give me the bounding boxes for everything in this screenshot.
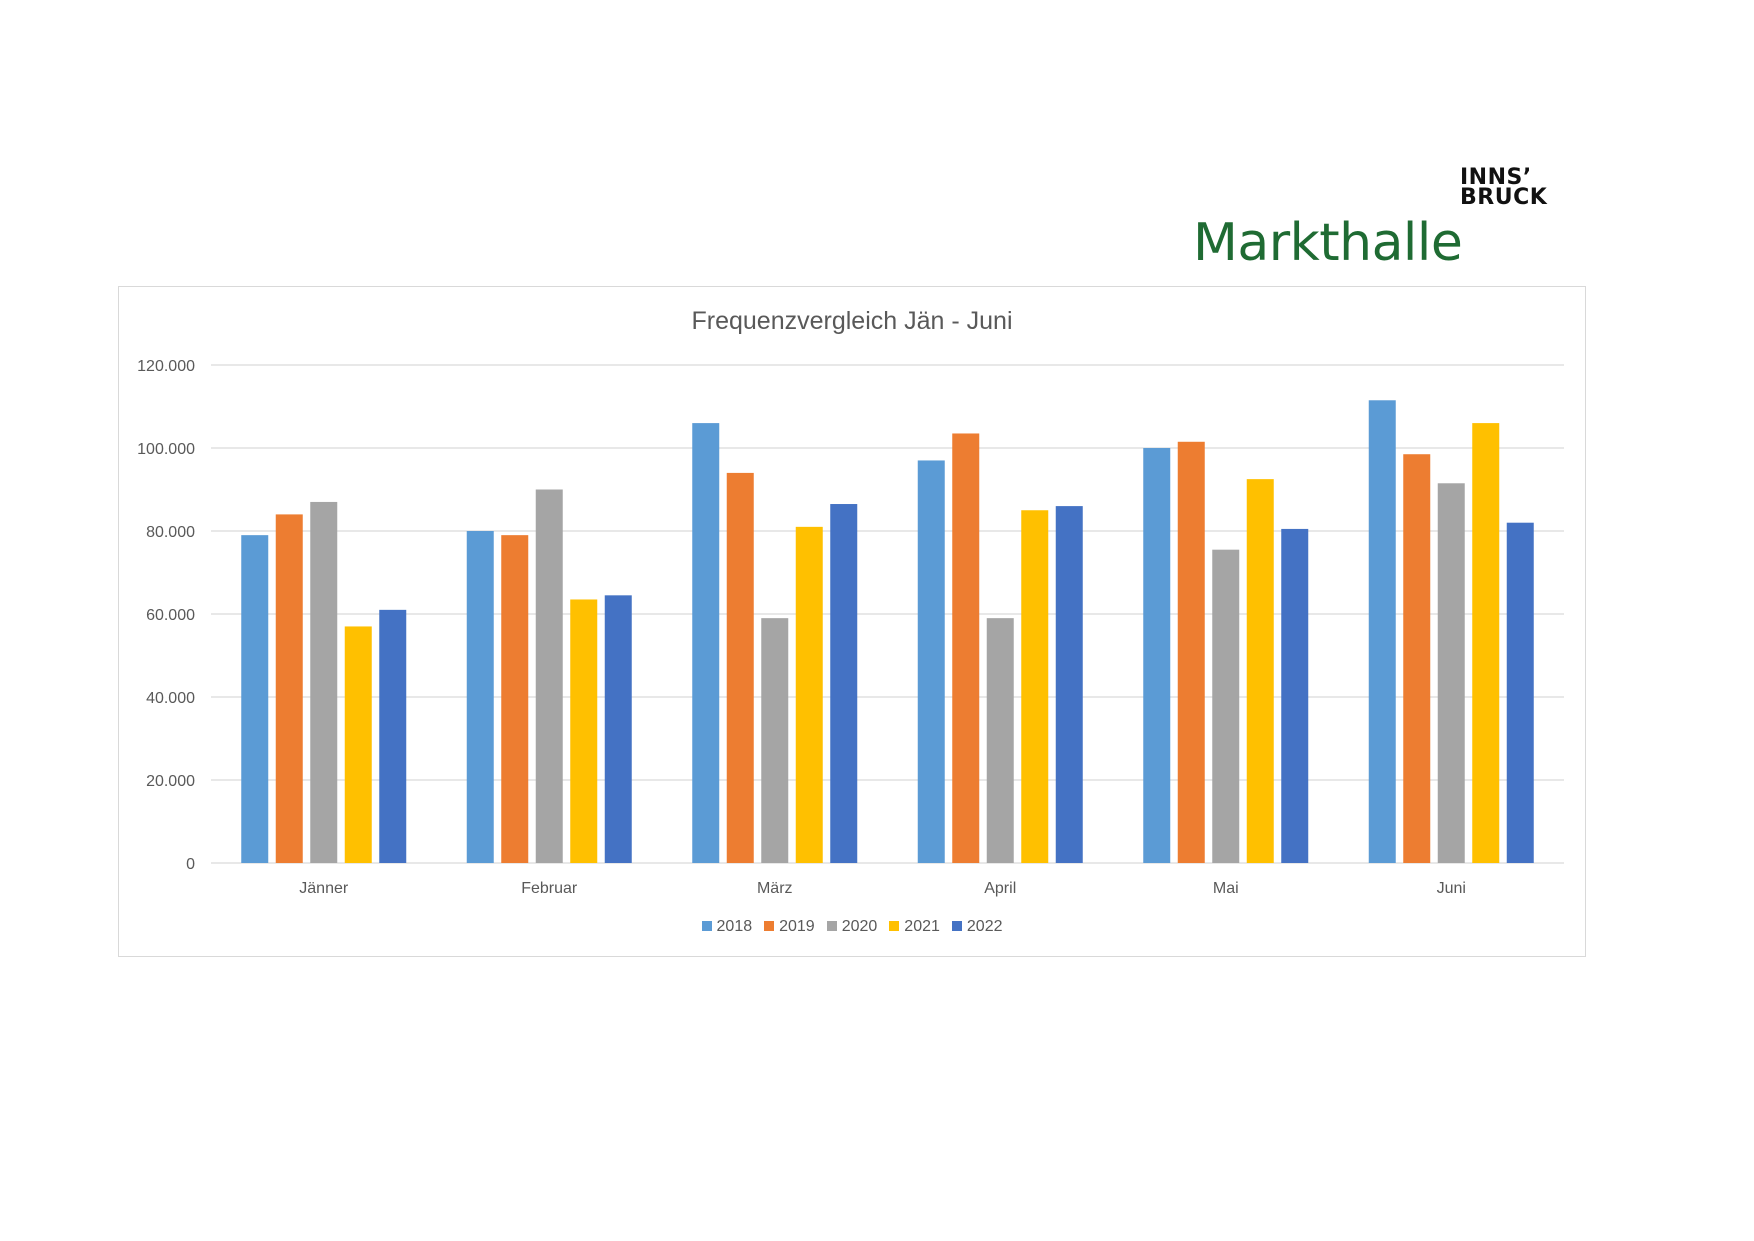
bar-2018-2: [692, 423, 720, 863]
y-tick-label: 120.000: [137, 358, 195, 375]
legend-item-2022: 2022: [951, 918, 1003, 936]
legend-label: 2018: [716, 918, 753, 935]
bar-2018-1: [466, 531, 494, 863]
x-category-label: Mai: [1213, 880, 1239, 897]
legend-swatch: [889, 921, 900, 931]
logo-line-2: BRUCK: [1460, 185, 1548, 210]
bar-2019-0: [275, 514, 303, 863]
bar-2021-1: [570, 599, 598, 863]
bar-2022-4: [1281, 528, 1309, 863]
bar-2018-0: [241, 535, 269, 863]
legend-label: 2021: [904, 918, 940, 935]
logo-line-1: INNS’: [1460, 165, 1532, 190]
bar-2018-3: [917, 460, 945, 863]
bar-2019-5: [1403, 454, 1431, 863]
legend-swatch: [826, 921, 837, 931]
y-tick-label: 20.000: [146, 773, 195, 790]
legend-label: 2022: [966, 918, 1003, 935]
bar-2021-0: [344, 626, 372, 863]
bar-2021-4: [1246, 479, 1274, 863]
innsbruck-logo: INNS’ BRUCK: [1460, 165, 1548, 210]
legend-swatch: [951, 921, 962, 931]
markthalle-logo: Markthalle: [1193, 213, 1463, 273]
bar-2020-3: [986, 618, 1014, 863]
bar-2019-1: [501, 535, 529, 863]
x-category-label: Juni: [1437, 880, 1466, 897]
x-category-label: April: [984, 880, 1016, 897]
bar-2019-2: [726, 472, 754, 863]
legend-label: 2019: [779, 918, 815, 935]
y-tick-label: 60.000: [146, 607, 195, 624]
bar-2022-3: [1055, 506, 1083, 863]
legend-item-2019: 2019: [764, 918, 815, 936]
legend-item-2021: 2021: [889, 918, 940, 936]
bar-2021-2: [795, 526, 823, 863]
bar-2021-5: [1472, 423, 1500, 863]
bar-2020-2: [761, 618, 789, 863]
legend-label: 2020: [841, 918, 878, 935]
y-tick-label: 80.000: [146, 524, 195, 541]
y-tick-label: 100.000: [137, 441, 195, 458]
bar-2019-3: [952, 433, 980, 863]
legend-swatch: [764, 921, 775, 931]
bar-2018-4: [1143, 448, 1171, 863]
x-category-label: Februar: [521, 880, 578, 897]
y-tick-label: 40.000: [146, 690, 195, 707]
bar-2022-1: [604, 595, 632, 863]
legend-item-2020: 2020: [826, 918, 878, 936]
legend-swatch: [701, 921, 712, 931]
bar-2020-4: [1212, 549, 1240, 863]
chart-title: Frequenzvergleich Jän - Juni: [691, 307, 1013, 335]
bar-2020-5: [1437, 483, 1465, 863]
x-category-label: März: [757, 880, 793, 897]
bar-2021-3: [1021, 510, 1049, 863]
y-tick-label: 0: [186, 856, 195, 873]
chart-frame: Frequenzvergleich Jän - Juni 0 20.000 40.0…: [118, 286, 1586, 957]
bar-2022-5: [1506, 522, 1534, 863]
legend-item-2018: 2018: [701, 918, 753, 936]
bar-2022-0: [379, 609, 407, 863]
chart-legend: 2018 2019 2020 2021 2022: [119, 918, 1585, 936]
bar-2020-0: [310, 501, 338, 863]
x-category-label: Jänner: [299, 880, 349, 897]
bar-2019-4: [1177, 441, 1205, 863]
bar-chart: 0 20.000 40.000 60.000 80.000 100.000 120.000 J…: [137, 358, 1564, 897]
bar-2022-2: [830, 504, 858, 863]
bar-2018-5: [1368, 400, 1396, 863]
bar-2020-1: [535, 489, 563, 863]
